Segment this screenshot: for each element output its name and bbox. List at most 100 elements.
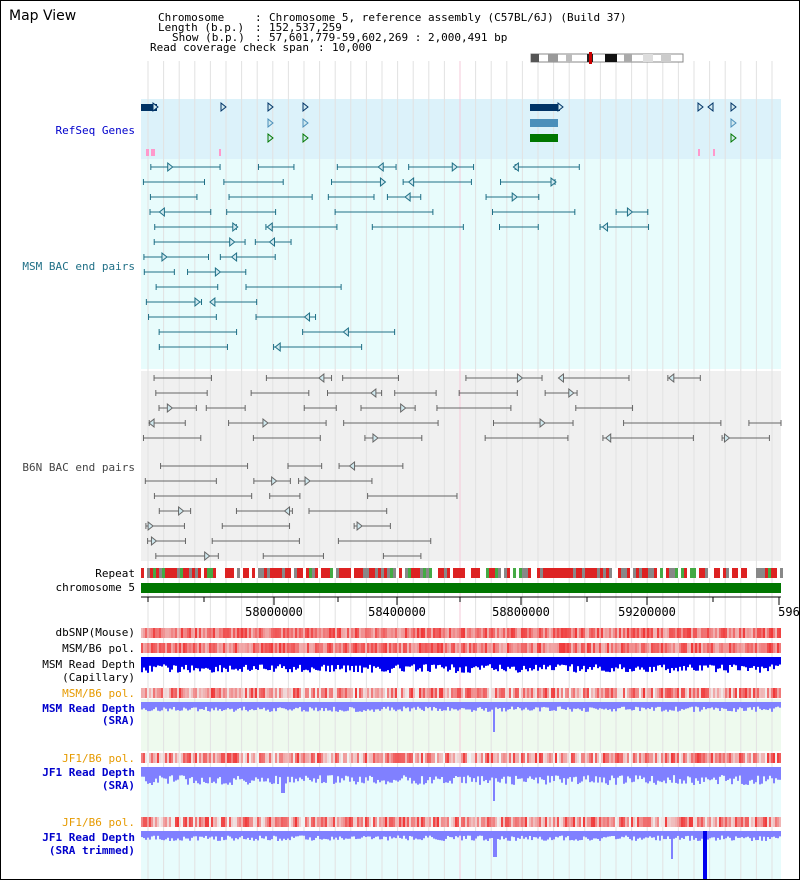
msm-sra-depth bbox=[727, 702, 729, 711]
track-label-chromosome[interactable]: chromosome 5 bbox=[55, 581, 135, 594]
dbsnp-density bbox=[275, 628, 277, 638]
track-label-refseq[interactable]: RefSeq Genes bbox=[55, 124, 135, 137]
jf1-pol-density bbox=[603, 753, 605, 763]
msm-sra-depth bbox=[199, 702, 201, 710]
jf1-pol-density-2 bbox=[767, 817, 769, 827]
track-label-msm-b6-pol[interactable]: MSM/B6 pol. bbox=[62, 642, 135, 655]
msm-capillary-depth bbox=[203, 657, 205, 669]
dbsnp-density bbox=[369, 628, 371, 638]
jf1-trim-depth bbox=[543, 831, 545, 841]
dbsnp-density bbox=[715, 628, 717, 638]
msm-sra-depth bbox=[731, 702, 733, 712]
dbsnp-density bbox=[393, 628, 395, 638]
repeat-segment bbox=[354, 568, 357, 578]
track-label-msm-b6-pol-2[interactable]: MSM/B6 pol. bbox=[62, 687, 135, 700]
msm-pol-density-2 bbox=[655, 688, 657, 698]
jf1-pol-density bbox=[347, 753, 349, 763]
track-label-msm-bac[interactable]: MSM BAC end pairs bbox=[22, 260, 135, 273]
msm-capillary-depth bbox=[305, 657, 307, 670]
track-label-msm-depth-sra[interactable]: MSM Read Depth bbox=[42, 702, 135, 715]
track-label-jf1-depth-trimmed[interactable]: JF1 Read Depth bbox=[42, 831, 135, 844]
jf1-pol-density bbox=[369, 753, 371, 763]
dbsnp-density bbox=[195, 628, 197, 638]
msm-pol-density bbox=[415, 643, 417, 653]
msm-capillary-depth bbox=[649, 657, 651, 667]
jf1-sra-depth bbox=[657, 767, 659, 781]
jf1-trim-depth bbox=[269, 831, 271, 841]
track-label-msm-depth-capillary[interactable]: MSM Read Depth bbox=[42, 658, 135, 671]
jf1-sra-depth bbox=[607, 767, 609, 785]
msm-pol-density-2 bbox=[489, 688, 491, 698]
jf1-pol-density bbox=[147, 753, 149, 763]
msm-pol-density-2 bbox=[467, 688, 469, 698]
msm-capillary-depth bbox=[643, 657, 645, 670]
msm-capillary-depth bbox=[323, 657, 325, 665]
repeat-segment bbox=[171, 568, 174, 578]
msm-pol-density bbox=[711, 643, 713, 653]
repeat-segment bbox=[696, 568, 699, 578]
jf1-pol-density bbox=[689, 753, 691, 763]
track-label-jf1-b6-pol-2[interactable]: JF1/B6 pol. bbox=[62, 816, 135, 829]
dbsnp-density bbox=[169, 628, 171, 638]
msm-pol-density bbox=[183, 643, 185, 653]
repeat-segment bbox=[666, 568, 669, 578]
dbsnp-density bbox=[343, 628, 345, 638]
jf1-pol-density bbox=[741, 753, 743, 763]
msm-pol-density-2 bbox=[627, 688, 629, 698]
track-label-dbsnp[interactable]: dbSNP(Mouse) bbox=[55, 626, 135, 639]
dbsnp-density bbox=[181, 628, 183, 638]
jf1-trim-depth bbox=[241, 831, 243, 836]
track-label-b6n-bac[interactable]: B6N BAC end pairs bbox=[22, 461, 135, 474]
msm-capillary-depth bbox=[143, 657, 145, 668]
track-label-repeat[interactable]: Repeat bbox=[95, 567, 135, 580]
jf1-sra-depth bbox=[477, 767, 479, 777]
msm-pol-density-2 bbox=[181, 688, 183, 698]
jf1-pol-density-2 bbox=[465, 817, 467, 827]
refseq-gene bbox=[530, 104, 560, 111]
b6n-bac-pair bbox=[539, 417, 546, 429]
jf1-pol-density bbox=[477, 753, 479, 763]
b6n-bac-pair bbox=[348, 460, 356, 472]
jf1-pol-density-2 bbox=[279, 817, 281, 827]
msm-capillary-depth bbox=[161, 657, 163, 667]
jf1-trim-depth bbox=[739, 831, 741, 838]
jf1-sra-depth bbox=[211, 767, 213, 783]
track-label-jf1-depth-sra[interactable]: JF1 Read Depth bbox=[42, 766, 135, 779]
msm-sra-depth bbox=[763, 702, 765, 710]
repeat-segment bbox=[237, 568, 240, 578]
repeat-segment bbox=[774, 568, 777, 578]
msm-pol-density-2 bbox=[267, 688, 269, 698]
jf1-trim-depth bbox=[497, 831, 499, 839]
dbsnp-density bbox=[767, 628, 769, 638]
dbsnp-density bbox=[529, 628, 531, 638]
jf1-trim-depth bbox=[755, 831, 757, 841]
msm-pol-density-2 bbox=[527, 688, 529, 698]
dbsnp-density bbox=[645, 628, 647, 638]
refseq-gene-strand bbox=[730, 132, 737, 144]
dbsnp-density bbox=[219, 628, 221, 638]
jf1-pol-density-2 bbox=[509, 817, 511, 827]
jf1-pol-density bbox=[751, 753, 753, 763]
jf1-pol-density bbox=[755, 753, 757, 763]
msm-pol-density-2 bbox=[663, 688, 665, 698]
jf1-sra-depth bbox=[475, 767, 477, 783]
track-label-jf1-b6-pol[interactable]: JF1/B6 pol. bbox=[62, 752, 135, 765]
dbsnp-density bbox=[259, 628, 261, 638]
repeat-segment bbox=[417, 568, 420, 578]
jf1-pol-density bbox=[301, 753, 303, 763]
msm-pol-density bbox=[203, 643, 205, 653]
jf1-pol-density bbox=[317, 753, 319, 763]
repeat-segment bbox=[438, 568, 441, 578]
jf1-pol-density-2 bbox=[587, 817, 589, 827]
msm-pol-density bbox=[261, 643, 263, 653]
msm-sra-depth bbox=[225, 702, 227, 710]
msm-pol-density bbox=[427, 643, 429, 653]
jf1-sra-depth bbox=[383, 767, 385, 781]
msm-sra-depth bbox=[359, 702, 361, 712]
msm-pol-density-2 bbox=[155, 688, 157, 698]
jf1-sra-depth bbox=[205, 767, 207, 783]
msm-sra-depth bbox=[403, 702, 405, 707]
msm-pol-density-2 bbox=[485, 688, 487, 698]
msm-capillary-depth bbox=[683, 657, 685, 667]
jf1-pol-density bbox=[675, 753, 677, 763]
